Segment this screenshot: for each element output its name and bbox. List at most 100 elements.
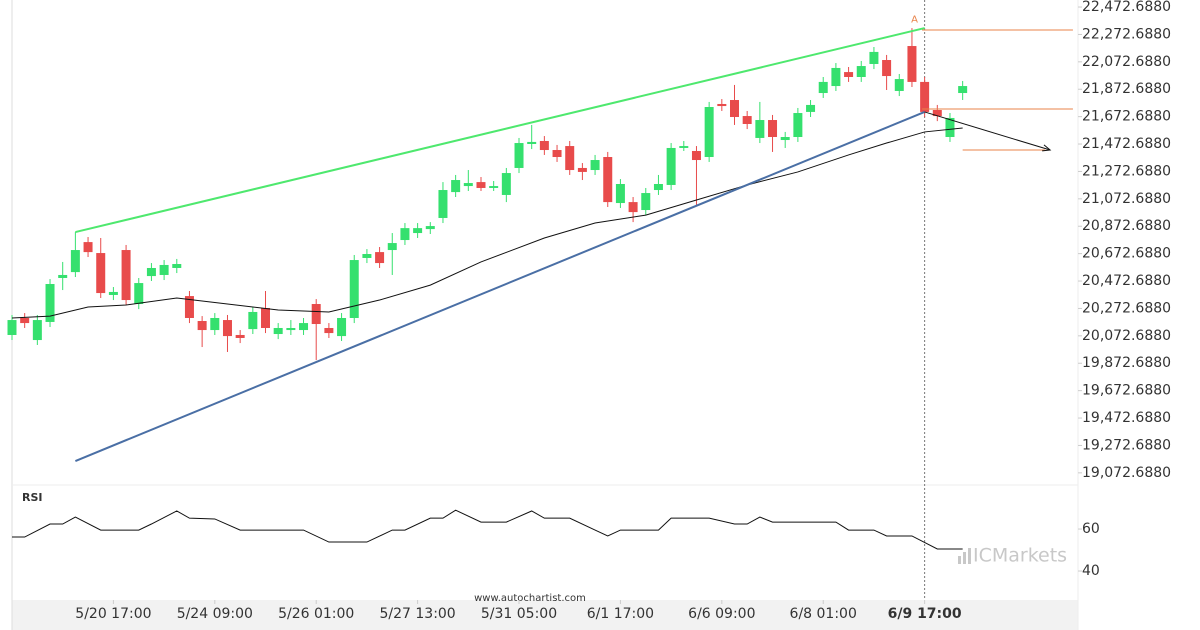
candle-body (691, 150, 701, 161)
y-tick-label: 21,072.6880 (1082, 191, 1171, 207)
candle-body (375, 252, 385, 264)
candle-body (932, 110, 942, 117)
source: www.autochartist.com (474, 593, 586, 604)
candle-body (451, 180, 461, 193)
candle-body (286, 327, 296, 331)
candle-body (603, 157, 613, 203)
y-tick-label: 20,672.6880 (1082, 246, 1171, 262)
candle-body (742, 116, 752, 124)
candle-body (539, 140, 549, 151)
candle-body (261, 307, 271, 328)
candle-body (882, 60, 892, 77)
candle-body (869, 51, 879, 64)
candle-body (273, 327, 283, 335)
candle-body (806, 104, 816, 112)
candle-body (134, 283, 144, 305)
y-tick-label: 21,872.6880 (1082, 81, 1171, 97)
candle-body (514, 143, 524, 168)
candle-body (172, 264, 182, 268)
candle-body (844, 72, 854, 77)
pattern-marker: A (911, 15, 918, 26)
forecast-arrow (924, 111, 1051, 151)
rsi-label: RSI (22, 491, 43, 504)
arrow-head (1042, 144, 1052, 152)
x-tick-label: 5/27 13:00 (379, 606, 455, 622)
trendline (75, 27, 925, 234)
y-tick-label: 21,272.6880 (1082, 163, 1171, 179)
rsi-tick-label: 60 (1082, 521, 1100, 537)
candle-body (501, 173, 511, 195)
y-tick-label: 19,272.6880 (1082, 437, 1171, 453)
candle-body (159, 264, 169, 275)
y-tick-label: 19,872.6880 (1082, 355, 1171, 371)
candle-body (45, 284, 55, 322)
candle-body (590, 160, 600, 171)
candle-body (96, 253, 106, 294)
y-tick-label: 20,072.6880 (1082, 328, 1171, 344)
candle-body (527, 141, 537, 144)
y-tick-label: 21,472.6880 (1082, 136, 1171, 152)
candle-body (717, 103, 727, 107)
candle-body (679, 146, 689, 148)
watermark: ICMarkets (973, 545, 1067, 567)
x-tick-label: 5/20 17:00 (75, 606, 151, 622)
candle-body (197, 321, 207, 331)
candle-body (831, 67, 841, 87)
candle-body (184, 296, 194, 318)
candle-body (7, 320, 17, 335)
candle-body (907, 46, 917, 82)
y-tick-label: 19,072.6880 (1082, 465, 1171, 481)
rsi-tick-label: 40 (1082, 563, 1100, 579)
candle-body (337, 317, 347, 337)
candle-body (146, 267, 156, 277)
candle-body (476, 182, 486, 188)
y-tick-label: 22,472.6880 (1082, 0, 1171, 15)
candle-body (58, 274, 68, 278)
candle-body (108, 291, 118, 295)
candle-body (653, 183, 663, 191)
candle-body (235, 334, 245, 338)
candle-body (565, 146, 575, 171)
y-tick-label: 22,272.6880 (1082, 26, 1171, 42)
candle-body (489, 186, 499, 188)
x-tick-label: 6/9 17:00 (888, 606, 962, 622)
candle-body (818, 81, 828, 94)
x-tick-label: 6/1 17:00 (587, 606, 654, 622)
candle-body (387, 243, 397, 251)
candle-body (780, 137, 790, 141)
candle-body (362, 254, 372, 258)
candle-body (577, 167, 587, 172)
trendline (74, 111, 926, 462)
candle-body (324, 327, 334, 334)
candle-body (32, 320, 42, 341)
candle-body (552, 150, 562, 158)
candle-body (425, 226, 435, 230)
candle-body (20, 317, 30, 324)
y-tick-label: 21,672.6880 (1082, 109, 1171, 125)
candle-body (83, 242, 93, 253)
candle-body (856, 66, 866, 77)
y-tick-label: 19,472.6880 (1082, 410, 1171, 426)
candle-body (755, 120, 765, 138)
candle-body (299, 323, 309, 331)
watermark-logo (958, 548, 971, 564)
y-tick-label: 19,672.6880 (1082, 383, 1171, 399)
x-axis-band (12, 600, 1078, 630)
candle-body (768, 120, 778, 138)
candle-body (628, 202, 638, 213)
candle-body (349, 260, 359, 318)
moving-average (11, 127, 963, 319)
candle-body (463, 183, 473, 187)
candle-body (945, 117, 955, 138)
candle-body (438, 190, 448, 218)
candle-body (70, 250, 80, 273)
candle-body (894, 79, 904, 91)
y-tick-label: 22,072.6880 (1082, 54, 1171, 70)
candle-body (641, 193, 651, 211)
candle-body (121, 250, 131, 301)
x-tick-label: 5/26 01:00 (278, 606, 354, 622)
x-tick-label: 5/24 09:00 (177, 606, 253, 622)
y-tick-label: 20,472.6880 (1082, 273, 1171, 289)
